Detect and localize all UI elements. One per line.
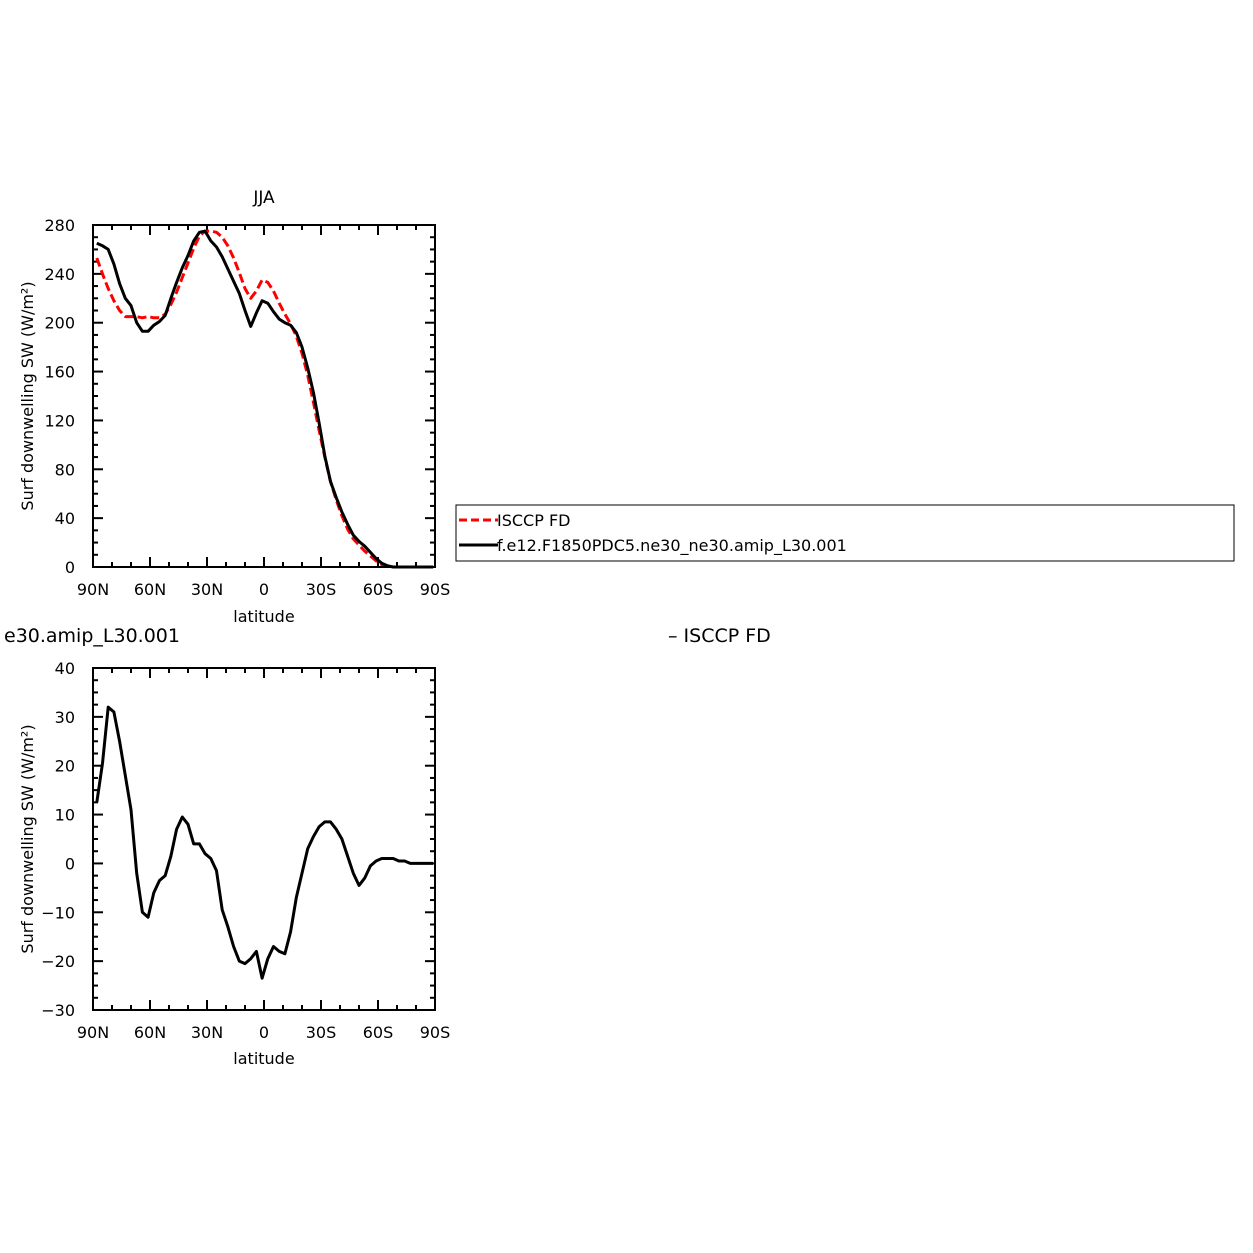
bottom-x-tick-label: 60N: [134, 1023, 166, 1042]
top-series-line-model: [96, 229, 434, 569]
top-x-tick-label: 30S: [306, 580, 337, 599]
bottom-series-line-model: [95, 705, 434, 980]
bottom-x-tick-label: 90S: [420, 1023, 451, 1042]
bottom-y-tick-label: 30: [55, 708, 75, 727]
bottom-x-tick-label: 60S: [363, 1023, 394, 1042]
top-chart-frame: [92, 224, 436, 568]
top-chart-lines: [95, 229, 434, 569]
bottom-y-tick-label: −10: [41, 903, 75, 922]
top-y-tick-label: 120: [44, 411, 75, 430]
top-y-tick-label: 0: [65, 558, 75, 577]
bottom-chart-lines: [95, 705, 434, 980]
bottom-y-tick-label: 40: [55, 659, 75, 678]
top-y-tick-label: 240: [44, 265, 75, 284]
top-chart-x-axis-label: latitude: [233, 607, 294, 626]
bottom-x-tick-label: 30N: [191, 1023, 223, 1042]
top-x-tick-label: 90N: [77, 580, 109, 599]
bottom-chart-title-right: – ISCCP FD: [668, 625, 771, 647]
bottom-chart-x-axis-label: latitude: [233, 1049, 294, 1068]
bottom-chart-ticks: [92, 667, 436, 1011]
top-y-tick-label: 80: [55, 460, 75, 479]
legend-label-model: f.e12.F1850PDC5.ne30_ne30.amip_L30.001: [497, 536, 847, 556]
top-chart-panel: JJA 90N 60N 30N 0 30S 60S 90S 0 40 80 120 160 200 240…: [18, 188, 450, 626]
chart-legend: ISCCP FD f.e12.F1850PDC5.ne30_ne30.amip_…: [455, 504, 1235, 562]
top-chart-title: JJA: [252, 188, 275, 208]
top-y-tick-label: 280: [44, 216, 75, 235]
top-x-tick-label: 60N: [134, 580, 166, 599]
top-chart-y-axis-label: Surf downwelling SW (W/m²): [18, 281, 37, 510]
top-y-tick-label: 40: [55, 509, 75, 528]
bottom-y-tick-label: −20: [41, 952, 75, 971]
top-x-tick-label: 30N: [191, 580, 223, 599]
top-chart-ticks: [92, 224, 436, 568]
bottom-chart-tick-labels: 90N 60N 30N 0 30S 60S 90S −30 −20 −10 0 10 20 30 40: [41, 659, 450, 1042]
top-y-tick-label: 200: [44, 314, 75, 333]
bottom-y-tick-label: 0: [65, 854, 75, 873]
bottom-x-tick-label: 30S: [306, 1023, 337, 1042]
bottom-chart-title: e30.amip_L30.001: [4, 625, 180, 647]
legend-box: [455, 504, 1235, 562]
top-chart-tick-labels: 90N 60N 30N 0 30S 60S 90S 0 40 80 120 160 200 240 280: [44, 216, 450, 599]
bottom-chart-frame: [92, 667, 436, 1011]
bottom-chart-y-axis-label: Surf downwelling SW (W/m²): [18, 724, 37, 953]
top-x-tick-label: 60S: [363, 580, 394, 599]
bottom-chart-panel: e30.amip_L30.001 – ISCCP FD 90N 60N 30N 0 30…: [4, 625, 771, 1068]
legend-label-obs: ISCCP FD: [497, 511, 570, 530]
bottom-y-tick-label: 20: [55, 757, 75, 776]
top-series-line-obs: [95, 229, 434, 569]
bottom-y-tick-label: 10: [55, 806, 75, 825]
top-x-tick-label: 0: [259, 580, 269, 599]
bottom-y-tick-label: −30: [41, 1001, 75, 1020]
bottom-x-tick-label: 0: [259, 1023, 269, 1042]
top-y-tick-label: 160: [44, 363, 75, 382]
bottom-x-tick-label: 90N: [77, 1023, 109, 1042]
top-x-tick-label: 90S: [420, 580, 451, 599]
